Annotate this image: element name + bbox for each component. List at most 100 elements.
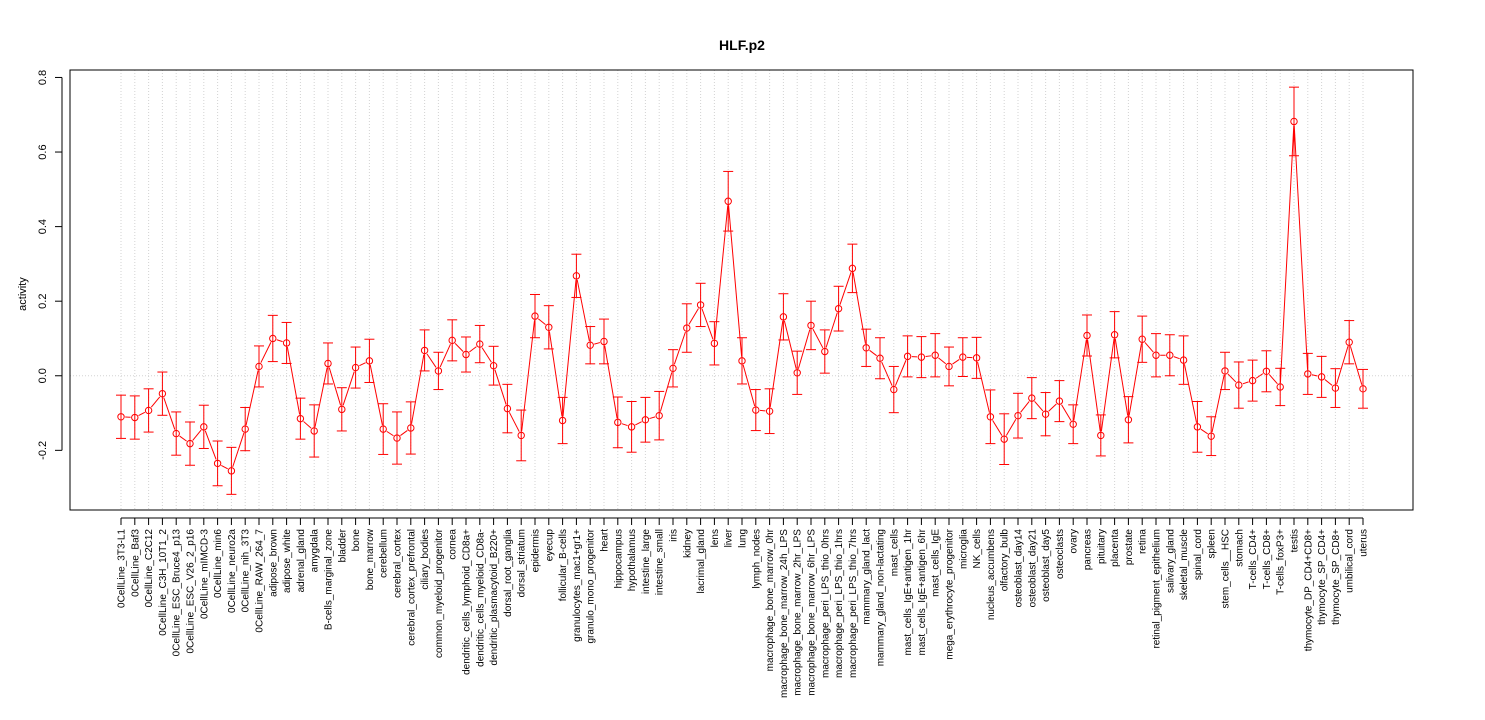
series-line-segment <box>138 411 146 417</box>
data-point <box>1359 385 1367 393</box>
series-line-segment <box>359 362 366 367</box>
x-tick-label: spinal_cord <box>1193 529 1204 580</box>
data-point <box>1152 351 1160 359</box>
x-tick-label: adipose_white <box>282 529 293 593</box>
data-point <box>365 357 374 365</box>
series-line-segment <box>150 396 161 408</box>
x-tick-label: mammary_gland_non-lactating <box>876 529 887 666</box>
data-point <box>903 352 912 361</box>
data-point <box>158 389 167 398</box>
series-line-segment <box>411 354 425 424</box>
x-tick-label: common_myeloid_progenitor <box>434 528 445 658</box>
series-line-segment <box>839 272 852 305</box>
data-point <box>324 359 332 368</box>
x-tick-label: pituitary <box>1096 529 1107 564</box>
series-line-segment <box>548 331 563 417</box>
series-line-segment <box>1349 346 1363 385</box>
series-line-segment <box>537 318 546 326</box>
data-point <box>1248 376 1257 385</box>
data-point <box>282 339 291 347</box>
x-tick-label: spleen <box>1207 529 1218 558</box>
data-point <box>1345 338 1353 346</box>
x-tick-label: cerebral_cortex <box>393 529 404 598</box>
plot-frame <box>69 69 1414 511</box>
series-line-segment <box>469 346 477 353</box>
x-tick-label: granulo_mono_progenitor <box>586 528 597 643</box>
series-line-segment <box>1279 125 1295 383</box>
series-line-segment <box>728 205 743 357</box>
x-tick-label: placenta <box>1110 529 1121 567</box>
data-point <box>876 354 884 362</box>
x-tick-label: salivary_gland <box>1165 529 1176 593</box>
data-point <box>393 434 401 442</box>
series-line-segment <box>163 397 176 430</box>
x-tick-label: prostate <box>1124 529 1135 566</box>
series-line-segment <box>204 430 217 460</box>
x-tick-label: macrophage_peri_LPS_thio_1hrs <box>834 529 845 678</box>
series-line-segment <box>1268 374 1278 385</box>
x-tick-label: bone <box>351 529 362 552</box>
x-tick-label: testis <box>1290 529 1301 552</box>
data-point <box>1000 435 1008 443</box>
series-line-segment <box>1311 374 1318 377</box>
x-tick-label: osteoclasts <box>1055 529 1066 579</box>
series-line-segment <box>1061 404 1072 421</box>
x-tick-label: bladder <box>337 528 348 562</box>
x-tick-label: thymocyte_SP_CD8+ <box>1331 529 1342 625</box>
data-point <box>683 324 691 332</box>
x-tick-label: mast_cells_IgE <box>931 529 942 597</box>
x-tick-label: uterus <box>1359 529 1370 557</box>
data-point <box>131 413 139 422</box>
x-tick-label: 0CellLine_RAW_264_7 <box>255 529 266 633</box>
x-tick-label: mast_cells <box>889 529 900 576</box>
series-line-segment <box>1005 419 1017 436</box>
series-line-segment <box>508 412 520 432</box>
series-line-segment <box>659 372 673 412</box>
series-line-segment <box>1048 403 1057 412</box>
x-tick-label: retinal_pigment_epithelium <box>1152 529 1163 649</box>
data-point <box>641 416 650 424</box>
series-line-segment <box>1128 343 1142 416</box>
data-point <box>489 361 498 370</box>
data-point <box>144 406 153 415</box>
data-point <box>972 354 981 362</box>
data-point <box>600 337 608 346</box>
data-point <box>1304 370 1312 378</box>
data-point <box>1179 356 1188 364</box>
x-tick-label: thymocyte_DP_CD4+CD8+ <box>1303 529 1314 651</box>
data-point <box>1331 384 1340 392</box>
x-tick-label: heart <box>600 529 611 552</box>
series-line-segment <box>852 272 866 344</box>
data-point <box>627 423 636 431</box>
data-point <box>517 431 525 440</box>
series-line-segment <box>1293 125 1309 370</box>
x-tick-label: 0CellLine_C2C12 <box>144 529 155 608</box>
x-tick-label: osteoblast_day5 <box>1041 529 1052 602</box>
x-tick-label: lacrimal_gland <box>696 529 707 593</box>
series-line-segment <box>1034 400 1044 412</box>
series-line-segment <box>369 364 383 426</box>
data-point <box>310 427 318 435</box>
series-line-segment <box>521 320 536 432</box>
x-tick-label: mega_erythrocyte_progenitor <box>945 528 956 659</box>
x-tick-label: T-cells_CD8+ <box>1262 529 1273 589</box>
x-tick-label: ciliary_bodies <box>420 529 431 590</box>
series-line-segment <box>742 364 756 407</box>
x-tick-label: macrophage_bone_marrow_24h_LPS <box>779 529 790 698</box>
series-line-segment <box>1324 379 1333 386</box>
data-point <box>710 339 719 348</box>
x-tick-label: 0CellLine_ESC_V26_2_p16 <box>186 529 197 654</box>
data-point <box>462 350 470 359</box>
series-line-segment <box>825 312 838 348</box>
x-tick-label: hypothalamus <box>627 529 638 591</box>
series-line-segment <box>1020 401 1030 413</box>
x-tick-label: dorsal_root_ganglia <box>503 529 514 617</box>
series-line-segment <box>869 349 877 357</box>
series-line-segment <box>314 367 328 427</box>
data-point <box>476 340 484 348</box>
data-point <box>572 272 581 280</box>
data-point <box>434 367 443 375</box>
series-line-segment <box>1087 339 1101 432</box>
data-point <box>848 264 857 273</box>
